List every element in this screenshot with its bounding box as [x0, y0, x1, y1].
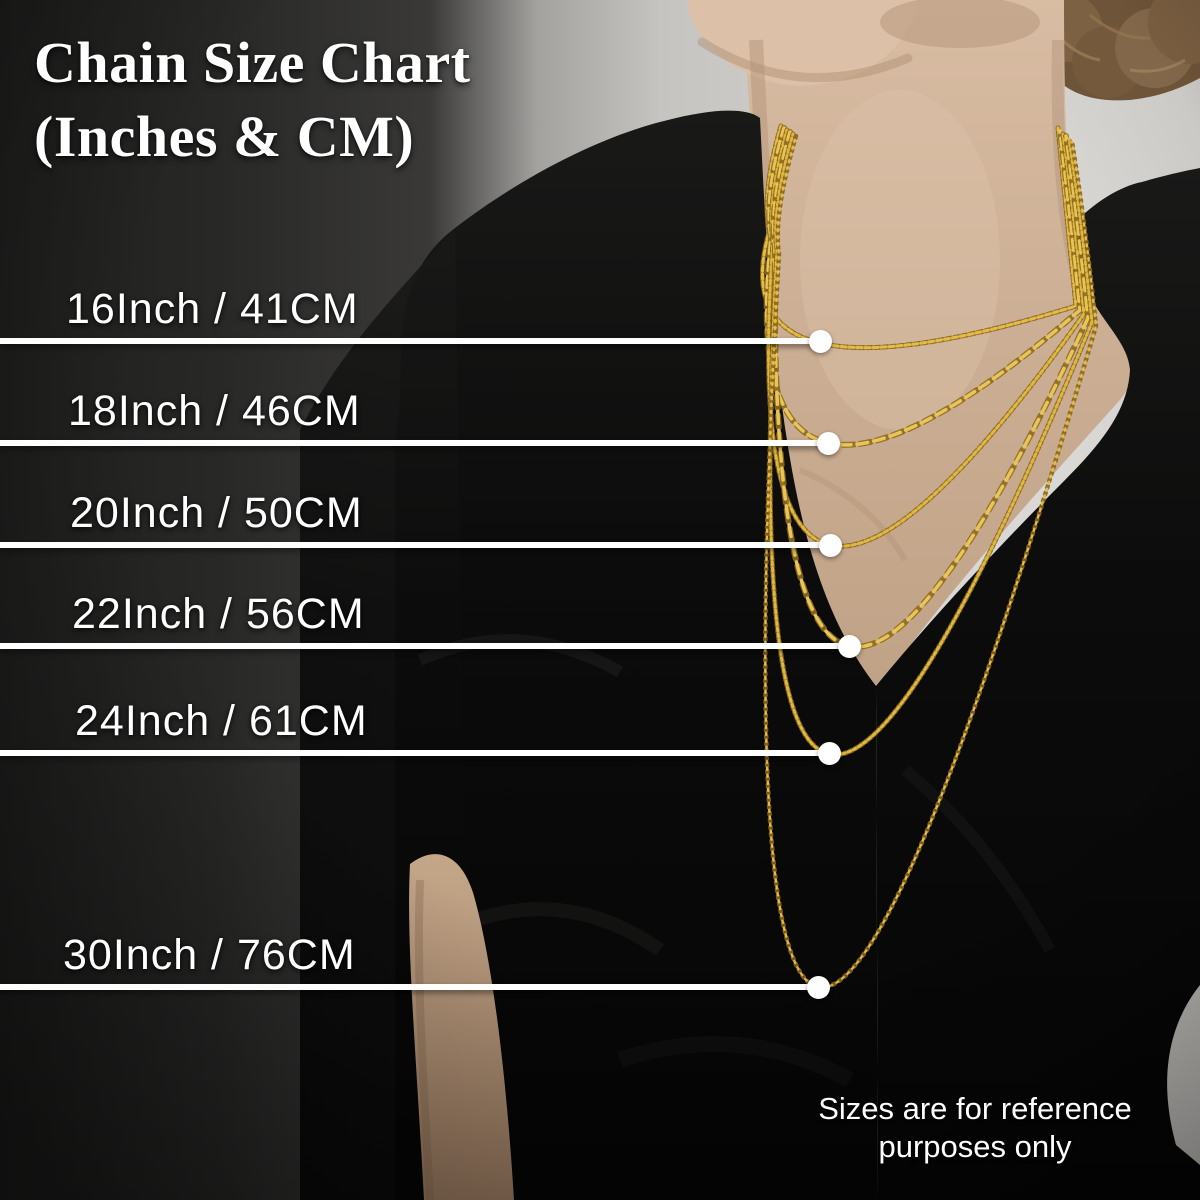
reference-note: Sizes are for reference purposes only	[780, 1090, 1170, 1166]
size-label-24inch: 24Inch / 61CM	[75, 697, 368, 745]
pointer-dot-22inch	[838, 635, 861, 658]
pointer-dot-16inch	[809, 330, 832, 353]
pointer-dot-24inch	[818, 742, 841, 765]
size-label-16inch: 16Inch / 41CM	[66, 285, 359, 333]
pointer-line-18inch	[0, 440, 828, 446]
title-line-1: Chain Size Chart	[34, 30, 471, 95]
reference-note-line-2: purposes only	[878, 1129, 1072, 1164]
reference-note-line-1: Sizes are for reference	[818, 1091, 1132, 1126]
pointer-dot-20inch	[819, 534, 842, 557]
pointer-line-20inch	[0, 542, 830, 548]
page-title: Chain Size Chart (Inches & CM)	[34, 26, 471, 174]
pointer-dot-30inch	[807, 976, 830, 999]
size-label-18inch: 18Inch / 46CM	[68, 387, 361, 435]
pointer-dot-18inch	[817, 432, 840, 455]
pointer-line-30inch	[0, 984, 818, 990]
size-label-20inch: 20Inch / 50CM	[70, 489, 363, 537]
title-line-2: (Inches & CM)	[34, 104, 415, 169]
pointer-line-22inch	[0, 643, 849, 649]
size-label-22inch: 22Inch / 56CM	[72, 590, 365, 638]
size-label-30inch: 30Inch / 76CM	[63, 931, 356, 979]
pointer-line-16inch	[0, 338, 820, 344]
pointer-line-24inch	[0, 750, 829, 756]
